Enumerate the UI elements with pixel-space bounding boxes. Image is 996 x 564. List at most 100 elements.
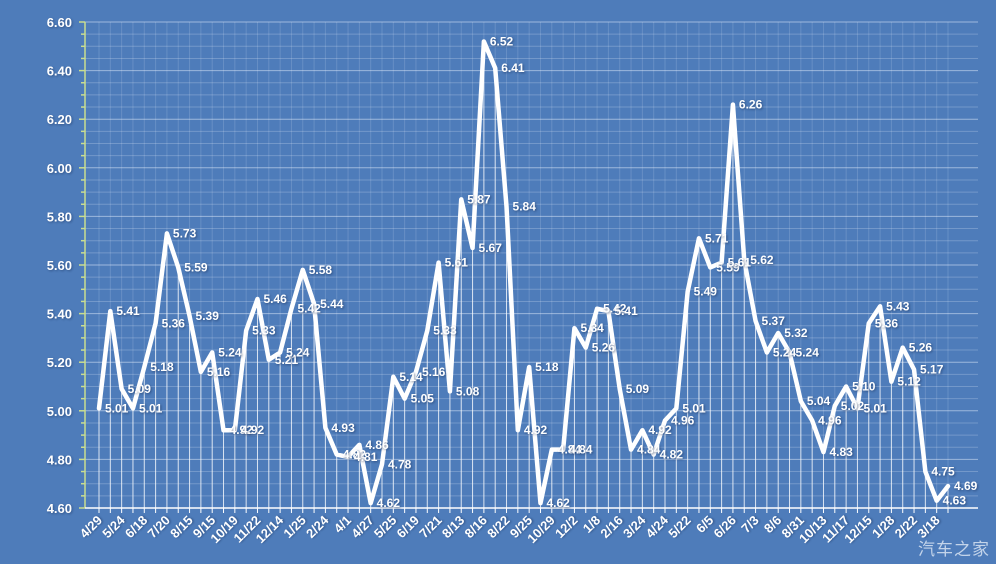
data-label: 5.42	[297, 302, 321, 316]
data-label: 5.67	[479, 241, 503, 255]
data-label: 5.32	[784, 326, 808, 340]
data-label: 4.82	[660, 448, 684, 462]
y-axis-tick-label: 5.00	[47, 404, 72, 419]
data-label: 5.01	[682, 401, 706, 415]
y-axis-tick-label: 6.00	[47, 161, 72, 176]
data-label: 5.42	[603, 302, 627, 316]
data-label: 4.84	[558, 443, 582, 457]
data-label: 4.86	[365, 438, 389, 452]
y-axis-tick-label: 6.40	[47, 64, 72, 79]
data-label: 5.43	[886, 299, 910, 313]
data-label: 5.01	[105, 401, 129, 415]
data-label: 4.84	[569, 443, 593, 457]
x-axis-tick-label: 4/24	[643, 512, 672, 541]
data-label: 5.41	[614, 304, 638, 318]
y-axis-tick-label: 5.60	[47, 258, 72, 273]
y-axis-tick-label: 5.80	[47, 209, 72, 224]
data-label: 4.83	[829, 445, 853, 459]
data-label: 5.71	[705, 231, 729, 245]
data-label: 4.62	[546, 496, 570, 510]
data-label: 6.41	[501, 61, 525, 75]
data-label: 5.10	[852, 380, 876, 394]
x-axis-tick-label: 1/25	[280, 513, 309, 542]
x-axis-tick-label: 8/13	[439, 513, 468, 542]
x-axis-tick-label: 2/22	[892, 513, 921, 542]
x-axis-tick-label: 5/24	[99, 512, 128, 541]
data-label: 5.73	[173, 226, 197, 240]
data-label: 5.36	[162, 316, 186, 330]
data-label: 5.59	[716, 260, 740, 274]
data-label: 5.24	[773, 345, 797, 359]
data-label: 5.08	[456, 384, 480, 398]
data-label: 5.34	[580, 321, 604, 335]
data-label: 5.24	[286, 345, 310, 359]
data-label: 5.58	[309, 263, 333, 277]
y-axis-tick-label: 5.40	[47, 307, 72, 322]
data-label: 4.81	[354, 450, 378, 464]
data-label: 5.24	[218, 345, 242, 359]
data-label: 5.04	[807, 394, 831, 408]
data-label: 4.63	[943, 494, 967, 508]
data-label: 5.17	[920, 362, 944, 376]
data-label: 4.78	[388, 457, 412, 471]
data-label: 5.49	[694, 285, 718, 299]
data-label: 5.02	[841, 399, 865, 413]
data-label: 4.92	[524, 423, 548, 437]
data-label: 4.93	[331, 421, 355, 435]
price-series-line	[96, 39, 951, 506]
data-label: 5.33	[433, 324, 457, 338]
x-axis-tick-label: 5/25	[371, 513, 400, 542]
data-label: 4.82	[343, 448, 367, 462]
data-label: 4.96	[671, 414, 695, 428]
x-axis-tick-label: 8/16	[461, 513, 490, 542]
data-label: 6.26	[739, 98, 763, 112]
data-label: 5.01	[139, 401, 163, 415]
data-label: 5.24	[796, 345, 820, 359]
data-label: 5.18	[535, 360, 559, 374]
x-axis-tick-label: 4/27	[348, 513, 377, 542]
data-label: 6.52	[490, 34, 514, 48]
x-axis-tick-label: 6/19	[394, 513, 423, 542]
data-label: 5.61	[445, 256, 469, 270]
data-label: 4.96	[818, 414, 842, 428]
data-label: 5.41	[116, 304, 140, 318]
x-axis-tick-label: 5/22	[665, 513, 694, 542]
data-label: 5.62	[750, 253, 774, 267]
data-label: 5.39	[196, 309, 220, 323]
x-axis-tick-label: 8/22	[484, 513, 513, 542]
data-label: 5.09	[128, 382, 152, 396]
x-axis-tick-label: 3/24	[620, 512, 649, 541]
x-axis-tick-label: 2/24	[303, 512, 332, 541]
data-label: 5.05	[411, 392, 435, 406]
x-axis-tick-label: 8/15	[167, 513, 196, 542]
data-label: 4.92	[241, 423, 265, 437]
data-label: 5.61	[728, 256, 752, 270]
x-axis-tick-label: 6/26	[711, 513, 740, 542]
data-label: 4.75	[931, 465, 955, 479]
y-axis-tick-label: 6.60	[47, 15, 72, 30]
data-label: 4.84	[637, 443, 661, 457]
x-axis-tick-label: 7/21	[416, 513, 445, 542]
data-label: 5.21	[275, 353, 299, 367]
data-label: 4.92	[230, 423, 254, 437]
y-axis-tick-label: 4.80	[47, 452, 72, 467]
data-label: 5.18	[150, 360, 174, 374]
data-label: 5.16	[422, 365, 446, 379]
data-label: 5.36	[875, 316, 899, 330]
data-label: 5.84	[513, 200, 537, 214]
data-label: 5.14	[399, 370, 423, 384]
y-axis-tick-label: 6.20	[47, 112, 72, 127]
data-label: 5.26	[592, 341, 616, 355]
x-axis-tick-label: 6/18	[122, 513, 151, 542]
x-axis-tick-label: 4/29	[77, 513, 106, 542]
x-axis-tick-label: 12/2	[552, 513, 581, 542]
x-axis-tick-label: 1/28	[869, 513, 898, 542]
data-label: 5.59	[184, 260, 208, 274]
data-label: 5.87	[467, 192, 491, 206]
data-label: 5.33	[252, 324, 276, 338]
data-label: 4.92	[648, 423, 672, 437]
data-label: 5.46	[263, 292, 287, 306]
data-label: 5.37	[762, 314, 786, 328]
y-axis-tick-label: 5.20	[47, 355, 72, 370]
